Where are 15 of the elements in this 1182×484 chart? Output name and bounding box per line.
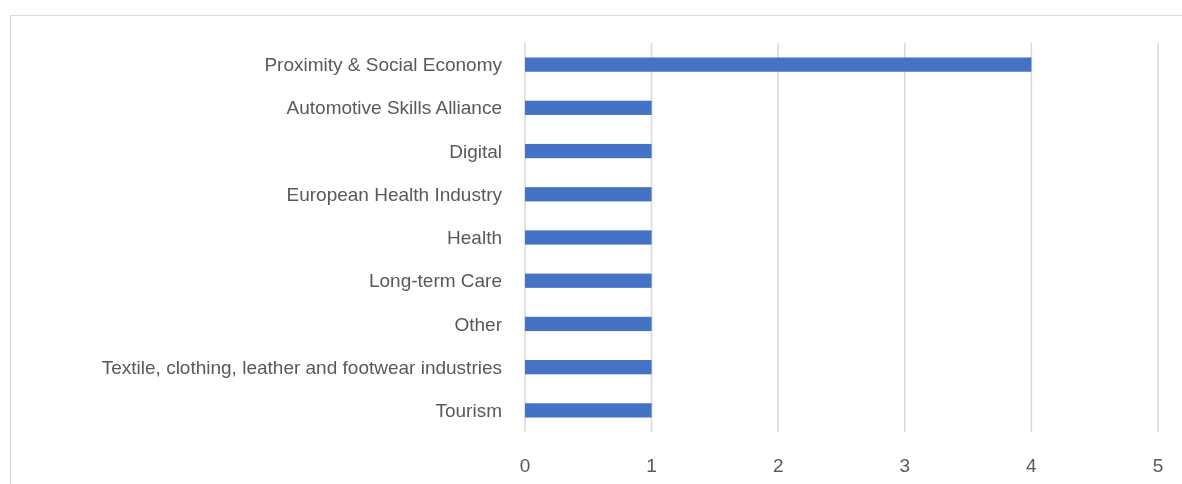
x-tick-label: 4	[1026, 455, 1038, 476]
x-tick-label: 1	[646, 455, 657, 476]
y-tick-label: Tourism	[435, 400, 502, 422]
x-tick-label: 3	[899, 455, 911, 476]
y-tick-label: Automotive Skills Alliance	[286, 97, 502, 119]
x-tick-label: 5	[1152, 455, 1164, 476]
y-tick-label: Health	[447, 227, 502, 249]
x-tick-label: 2	[772, 455, 784, 476]
y-tick-label: Other	[454, 313, 503, 335]
x-tick-label: 0	[519, 455, 531, 476]
y-tick-label: European Health Industry	[286, 183, 503, 205]
y-tick-label: Proximity & Social Economy	[264, 54, 503, 76]
y-tick-label: Long-term Care	[368, 270, 502, 292]
y-tick-label: Digital	[449, 140, 502, 162]
y-tick-label: Textile, clothing, leather and footwear industries	[101, 356, 502, 378]
